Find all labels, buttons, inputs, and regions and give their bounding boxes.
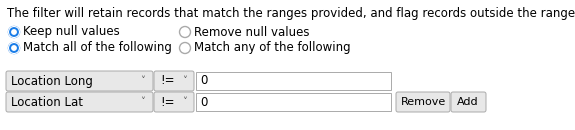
Text: Location Long: Location Long: [11, 74, 93, 87]
Text: ˅: ˅: [140, 76, 145, 86]
Circle shape: [179, 43, 190, 54]
Text: Match all of the following: Match all of the following: [23, 41, 172, 54]
Circle shape: [179, 27, 190, 37]
Text: Add: Add: [457, 97, 479, 107]
Text: Remove: Remove: [400, 97, 446, 107]
Text: The filter will retain records that match the ranges provided, and flag records : The filter will retain records that matc…: [7, 6, 575, 20]
Circle shape: [9, 43, 20, 54]
FancyBboxPatch shape: [196, 72, 391, 90]
Circle shape: [12, 46, 16, 50]
Circle shape: [9, 27, 20, 37]
Text: ˅: ˅: [182, 76, 187, 86]
Text: Location Lat: Location Lat: [11, 96, 83, 109]
Circle shape: [12, 30, 16, 34]
Text: Keep null values: Keep null values: [23, 25, 120, 38]
FancyBboxPatch shape: [196, 93, 391, 111]
Text: Match any of the following: Match any of the following: [194, 41, 351, 54]
FancyBboxPatch shape: [154, 92, 194, 112]
Text: !=: !=: [160, 96, 174, 109]
Text: !=: !=: [160, 74, 174, 87]
FancyBboxPatch shape: [154, 71, 194, 91]
FancyBboxPatch shape: [451, 92, 486, 112]
Text: 0: 0: [200, 74, 208, 87]
FancyBboxPatch shape: [6, 71, 153, 91]
Text: Remove null values: Remove null values: [194, 25, 309, 38]
Text: ˅: ˅: [140, 97, 145, 107]
Text: ˅: ˅: [182, 97, 187, 107]
FancyBboxPatch shape: [396, 92, 450, 112]
Text: 0: 0: [200, 96, 208, 109]
FancyBboxPatch shape: [6, 92, 153, 112]
